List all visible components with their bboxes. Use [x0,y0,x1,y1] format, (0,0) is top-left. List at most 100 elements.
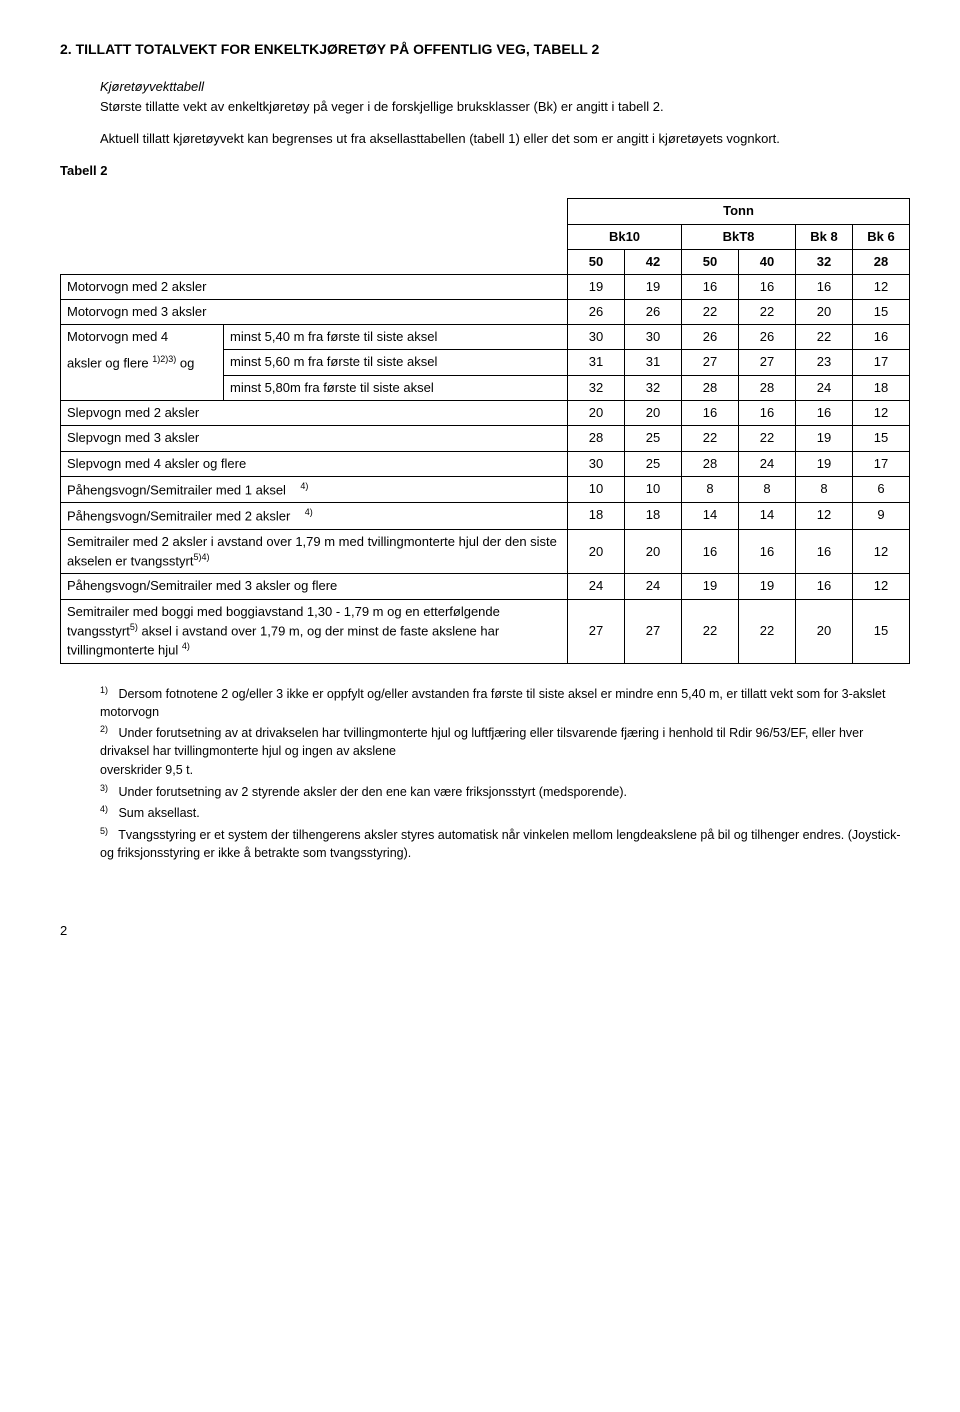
cell: 8 [796,476,853,503]
footnotes: 1) Dersom fotnotene 2 og/eller 3 ikke er… [100,684,910,862]
row-label-sup: 5)4) [193,552,209,562]
paragraph-1: Største tillatte vekt av enkeltkjøretøy … [100,98,910,116]
row-label: Påhengsvogn/Semitrailer med 3 aksler og … [61,574,568,599]
cell: 20 [796,300,853,325]
cell: 22 [682,426,739,451]
table-header-row: Tonn [61,199,910,224]
cell: 28 [682,375,739,400]
cell: 20 [625,401,682,426]
cell: 15 [853,599,910,663]
cell: 19 [625,274,682,299]
cell: 8 [739,476,796,503]
cell: 16 [739,529,796,574]
table-row: Påhengsvogn/Semitrailer med 3 aksler og … [61,574,910,599]
cell: 16 [682,401,739,426]
row-label: Slepvogn med 3 aksler [61,426,568,451]
row-label: Påhengsvogn/Semitrailer med 2 aksler 4) [61,503,568,530]
row-label-text: Påhengsvogn/Semitrailer med 2 aksler [67,509,290,524]
row-label: Påhengsvogn/Semitrailer med 1 aksel 4) [61,476,568,503]
sub-col: 40 [739,249,796,274]
subheading-italic: Kjøretøyvekttabell [100,78,910,96]
footnote-text: Under forutsetning av at drivakselen har… [100,726,863,758]
cell: 9 [853,503,910,530]
row-label-left [61,375,224,400]
row-label-text: Semitrailer med 2 aksler i avstand over … [67,534,557,569]
cell: 22 [682,599,739,663]
cell: 22 [682,300,739,325]
cell: 19 [682,574,739,599]
cell: 12 [853,529,910,574]
footnote-sup: 4) [100,804,108,814]
cell: 12 [796,503,853,530]
cell: 16 [796,401,853,426]
tonn-header: Tonn [568,199,910,224]
cell: 30 [625,325,682,350]
cell: 32 [625,375,682,400]
row-sublabel: minst 5,40 m fra første til siste aksel [224,325,568,350]
footnote-text: Dersom fotnotene 2 og/eller 3 ikke er op… [100,687,885,719]
col-group: Bk 8 [796,224,853,249]
cell: 26 [739,325,796,350]
cell: 16 [682,529,739,574]
cell: 28 [682,451,739,476]
cell: 16 [739,274,796,299]
table-row: Semitrailer med boggi med boggiavstand 1… [61,599,910,663]
row-label-left-inline: og [180,355,194,370]
table-row: minst 5,80m fra første til siste aksel 3… [61,375,910,400]
cell: 17 [853,350,910,376]
table-row: Motorvogn med 3 aksler 26 26 22 22 20 15 [61,300,910,325]
cell: 8 [682,476,739,503]
cell: 18 [568,503,625,530]
table-row: Semitrailer med 2 aksler i avstand over … [61,529,910,574]
cell: 23 [796,350,853,376]
cell: 17 [853,451,910,476]
cell: 22 [796,325,853,350]
row-label-sup: 4) [305,507,313,517]
cell: 14 [682,503,739,530]
page-number: 2 [60,922,910,940]
cell: 14 [739,503,796,530]
col-group: BkT8 [682,224,796,249]
cell: 16 [739,401,796,426]
row-label: Semitrailer med 2 aksler i avstand over … [61,529,568,574]
cell: 26 [625,300,682,325]
sub-col: 42 [625,249,682,274]
cell: 25 [625,451,682,476]
footnote-text: Tvangsstyring er et system der tilhenger… [100,828,901,860]
cell: 24 [739,451,796,476]
cell: 24 [568,574,625,599]
row-sublabel: minst 5,60 m fra første til siste aksel [224,350,568,376]
cell: 18 [625,503,682,530]
sub-col: 32 [796,249,853,274]
cell: 15 [853,426,910,451]
table-row: Slepvogn med 3 aksler 28 25 22 22 19 15 [61,426,910,451]
cell: 31 [568,350,625,376]
cell: 20 [568,401,625,426]
footnote-sup: 3) [100,783,108,793]
cell: 27 [739,350,796,376]
cell: 22 [739,300,796,325]
cell: 16 [682,274,739,299]
col-group: Bk10 [568,224,682,249]
footnote-sup: 1) [100,685,108,695]
row-label-left-text: aksler og flere [67,355,149,370]
row-label: Slepvogn med 4 aksler og flere [61,451,568,476]
cell: 19 [739,574,796,599]
table-row: aksler og flere 1)2)3) og minst 5,60 m f… [61,350,910,376]
table-row: Slepvogn med 2 aksler 20 20 16 16 16 12 [61,401,910,426]
row-label: Semitrailer med boggi med boggiavstand 1… [61,599,568,663]
vehicle-weight-table: Tonn Bk10 BkT8 Bk 8 Bk 6 50 42 50 40 32 … [60,198,910,664]
cell: 12 [853,401,910,426]
cell: 27 [682,350,739,376]
cell: 30 [568,451,625,476]
footnote: 2) Under forutsetning av at drivakselen … [100,723,910,760]
row-label-text: Påhengsvogn/Semitrailer med 1 aksel [67,482,286,497]
row-label-sup: 1)2)3) [152,354,176,364]
sub-col: 28 [853,249,910,274]
cell: 25 [625,426,682,451]
cell: 16 [853,325,910,350]
cell: 27 [568,599,625,663]
row-label-sup: 4) [182,641,190,651]
cell: 26 [682,325,739,350]
cell: 10 [625,476,682,503]
